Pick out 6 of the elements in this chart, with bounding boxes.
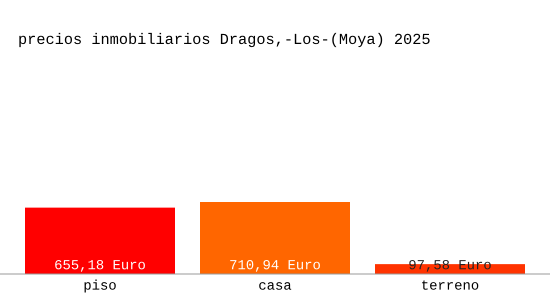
x-tick-label: terreno	[422, 280, 478, 290]
data-label: 710,94 Euro	[230, 260, 320, 272]
chart-title: precios inmobiliarios Dragos,-Los-(Moya) 2025	[19, 32, 430, 48]
x-tick-label: piso	[84, 280, 116, 293]
data-label: 655,18 Euro	[55, 260, 145, 272]
x-tick-label: casa	[259, 282, 292, 290]
